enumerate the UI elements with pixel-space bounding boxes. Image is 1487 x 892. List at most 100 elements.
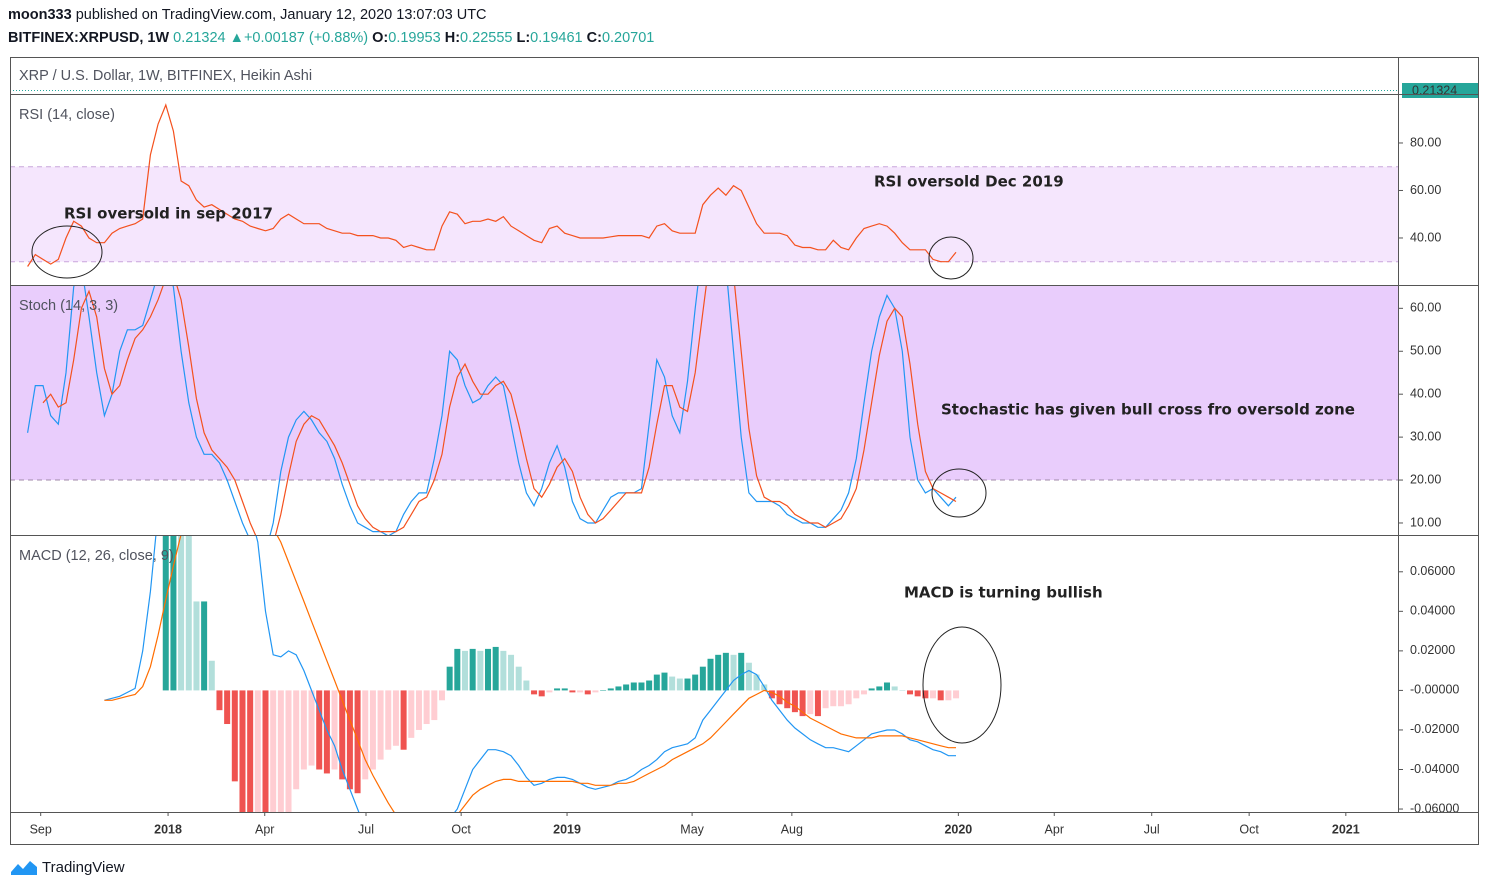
histogram-bar: [914, 690, 921, 697]
histogram-bar: [584, 690, 591, 695]
x-tick-label: 2018: [154, 822, 182, 836]
y-tick-label: -0.00000: [1410, 683, 1459, 697]
c-key: C:: [586, 30, 602, 46]
logo: [11, 861, 37, 875]
histogram-bar: [208, 660, 215, 691]
histogram-bar: [339, 690, 346, 780]
annotation: Stochastic has given bull cross fro over…: [941, 401, 1355, 419]
histogram-bar: [454, 648, 461, 691]
h-value: 0.22555: [460, 30, 513, 46]
x-tick-label: Apr: [255, 822, 274, 836]
symbol: BITFINEX:XRPUSD, 1W: [8, 30, 170, 46]
y-tick-label: 0.02000: [1410, 643, 1455, 657]
x-tick-label: Oct: [451, 822, 471, 836]
band: [10, 166, 1398, 262]
histogram-bar: [531, 690, 538, 695]
histogram-bar: [837, 690, 844, 707]
histogram-bar: [883, 682, 890, 691]
series-line: [104, 536, 956, 812]
histogram-bar: [814, 690, 821, 717]
y-tick-label: 80.00: [1410, 135, 1441, 149]
histogram-bar: [791, 690, 798, 713]
histogram-bar: [201, 601, 208, 691]
y-tick-label: 0.06000: [1410, 564, 1455, 578]
frame: [10, 57, 1479, 845]
highlight-circle: [922, 626, 1002, 744]
highlight-circle: [931, 468, 987, 518]
histogram-bar: [277, 690, 284, 812]
x-tick-label: Oct: [1239, 822, 1259, 836]
band: [10, 286, 1398, 481]
histogram-bar: [653, 674, 660, 691]
histogram-bar: [937, 690, 944, 701]
highlight-circle: [928, 236, 974, 280]
annotation: RSI oversold in sep 2017: [64, 205, 273, 223]
series-line: [104, 536, 956, 812]
histogram-bar: [239, 690, 246, 812]
x-tick-label: Jul: [1144, 822, 1160, 836]
histogram-bar: [807, 690, 814, 715]
publish-info: moon333 published on TradingView.com, Ja…: [8, 7, 487, 23]
author: moon333: [8, 7, 72, 23]
histogram-bar: [423, 690, 430, 725]
histogram-bar: [285, 690, 292, 812]
histogram-bar: [270, 690, 277, 812]
y-tick-label: 50.00: [1410, 344, 1441, 358]
o-key: O:: [372, 30, 389, 46]
histogram-bar: [316, 690, 323, 770]
histogram-bar: [392, 690, 399, 746]
histogram-bar: [300, 690, 307, 770]
arrow: ▲: [229, 30, 244, 46]
histogram-bar: [415, 690, 422, 730]
histogram-bar: [469, 648, 476, 691]
histogram-bar: [408, 690, 415, 738]
histogram-bar: [669, 676, 676, 691]
histogram-bar: [362, 690, 369, 780]
histogram-bar: [446, 666, 453, 691]
histogram-bar: [485, 648, 492, 691]
x-tick-label: Aug: [781, 822, 803, 836]
histogram-bar: [661, 672, 668, 691]
x-tick-label: Apr: [1045, 822, 1064, 836]
x-tick-label: 2021: [1332, 822, 1360, 836]
y-tick-label: 40.00: [1410, 230, 1441, 244]
y-tick-label: 30.00: [1410, 429, 1441, 443]
y-tick-label: 40.00: [1410, 386, 1441, 400]
pane-title: MACD (12, 26, close, 9): [19, 548, 174, 564]
histogram-bar: [907, 690, 914, 695]
histogram-bar: [369, 690, 376, 770]
histogram-bar: [178, 536, 185, 691]
series-line: [42, 286, 957, 535]
histogram-bar: [569, 690, 576, 693]
histogram-bar: [615, 686, 622, 691]
histogram-bar: [607, 688, 614, 691]
x-tick-label: 2020: [944, 822, 972, 836]
symbol-info: BITFINEX:XRPUSD, 1W 0.21324 ▲+0.00187 (+…: [8, 30, 654, 46]
histogram-bar: [577, 690, 584, 693]
histogram-bar: [346, 690, 353, 790]
histogram-bar: [768, 690, 775, 699]
histogram-bar: [377, 690, 384, 760]
x-tick-label: May: [680, 822, 704, 836]
histogram-bar: [216, 690, 223, 711]
histogram-bar: [776, 690, 783, 705]
histogram-bar: [461, 650, 468, 691]
histogram-bar: [500, 650, 507, 691]
histogram-bar: [722, 652, 729, 691]
histogram-bar: [515, 666, 522, 691]
histogram-bar: [953, 690, 960, 699]
histogram-bar: [554, 688, 561, 691]
highlight-circle: [31, 225, 103, 279]
brand: TradingView: [42, 858, 125, 876]
histogram-bar: [400, 690, 407, 750]
l-value: 0.19461: [530, 30, 583, 46]
histogram-bar: [293, 690, 300, 790]
histogram-bar: [600, 690, 607, 691]
histogram-bar: [945, 690, 952, 701]
x-tick-label: Sep: [30, 822, 52, 836]
histogram-bar: [715, 654, 722, 691]
histogram-bar: [262, 690, 269, 812]
histogram-bar: [231, 690, 238, 782]
